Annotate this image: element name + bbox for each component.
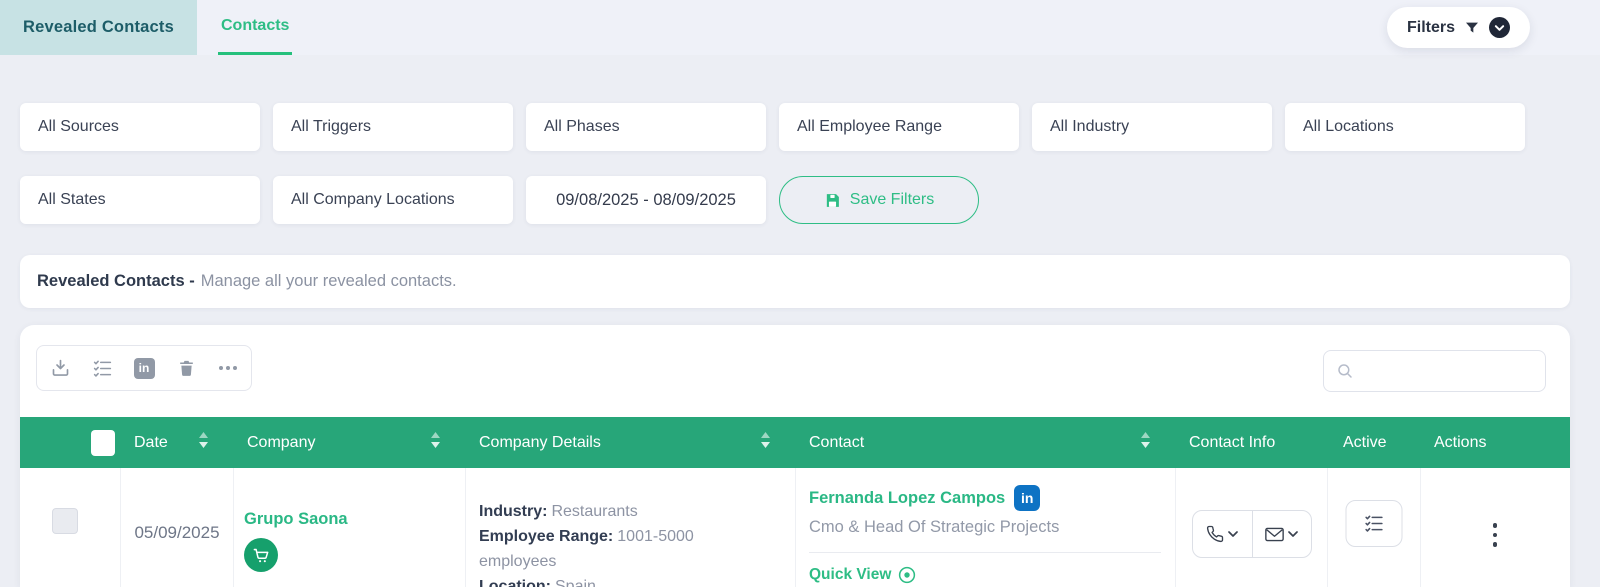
- column-label-active: Active: [1343, 433, 1387, 451]
- quick-view-link[interactable]: Quick View: [809, 566, 1175, 584]
- contacts-table-card: in: [20, 325, 1570, 587]
- filter-all-industry-label: All Industry: [1050, 118, 1130, 135]
- filter-all-states[interactable]: All States: [20, 176, 260, 224]
- filter-all-triggers-label: All Triggers: [291, 118, 372, 135]
- tab-bar: Revealed Contacts Contacts Filters: [0, 0, 1600, 55]
- table-header: Date Company Company Details Contact: [20, 417, 1570, 468]
- column-label-contact-info: Contact Info: [1189, 433, 1276, 451]
- detail-location: Location: Spain: [479, 578, 596, 587]
- contact-name-link[interactable]: Fernanda Lopez Campos: [809, 488, 1006, 507]
- row-checkbox[interactable]: [52, 508, 78, 534]
- filter-all-employee-range-label: All Employee Range: [797, 118, 942, 135]
- contact-job-title: Cmo & Head Of Strategic Projects: [809, 518, 1060, 536]
- kebab-icon: [1492, 523, 1498, 528]
- download-button[interactable]: [39, 346, 81, 390]
- column-header-date[interactable]: Date: [120, 417, 233, 468]
- tab-contacts-label: Contacts: [221, 17, 290, 34]
- chevron-down-icon: [1288, 530, 1298, 538]
- linkedin-icon: in: [133, 357, 155, 379]
- active-lists-button[interactable]: [1345, 500, 1403, 547]
- download-icon: [50, 358, 71, 379]
- column-label-contact: Contact: [809, 433, 865, 451]
- row-actions-menu-button[interactable]: [1477, 515, 1513, 555]
- checklist-icon: [92, 358, 113, 379]
- phone-icon: [1206, 525, 1224, 543]
- info-banner: Revealed Contacts - Manage all your reve…: [20, 255, 1570, 308]
- filter-all-sources[interactable]: All Sources: [20, 103, 260, 151]
- filter-row-1: All Sources All Triggers All Phases All …: [20, 103, 1525, 151]
- table-toolbar: in: [36, 345, 252, 391]
- filter-all-triggers[interactable]: All Triggers: [273, 103, 513, 151]
- tab-revealed-contacts-label: Revealed Contacts: [22, 18, 175, 36]
- filter-all-phases[interactable]: All Phases: [526, 103, 766, 151]
- filter-all-industry[interactable]: All Industry: [1032, 103, 1272, 151]
- linkedin-export-button[interactable]: in: [123, 346, 165, 390]
- column-header-active: Active: [1327, 417, 1420, 468]
- filter-all-sources-label: All Sources: [38, 118, 119, 135]
- search-icon: [1324, 362, 1354, 380]
- save-icon: [824, 192, 841, 209]
- delete-button[interactable]: [165, 346, 207, 390]
- more-actions-button[interactable]: [207, 346, 249, 390]
- quick-view-label: Quick View: [809, 566, 892, 583]
- info-banner-description: Manage all your revealed contacts.: [200, 272, 457, 290]
- search-input[interactable]: [1354, 351, 1570, 391]
- sort-icon[interactable]: [1141, 432, 1150, 453]
- sort-icon[interactable]: [199, 432, 208, 453]
- chevron-down-icon: [1228, 530, 1238, 538]
- table-search: [1323, 350, 1570, 392]
- more-icon: [218, 365, 238, 371]
- sort-icon[interactable]: [761, 432, 770, 453]
- checklist-icon: [1364, 513, 1385, 534]
- column-label-date: Date: [134, 433, 168, 451]
- filters-button[interactable]: Filters: [1386, 7, 1530, 48]
- cart-badge[interactable]: [244, 538, 278, 572]
- email-dropdown-button[interactable]: [1251, 511, 1311, 557]
- filter-all-employee-range[interactable]: All Employee Range: [779, 103, 1019, 151]
- cart-icon: [252, 546, 271, 565]
- save-filters-label: Save Filters: [849, 191, 935, 208]
- filter-all-states-label: All States: [38, 191, 106, 208]
- phone-dropdown-button[interactable]: [1193, 511, 1252, 557]
- column-header-contact-info: Contact Info: [1175, 417, 1327, 468]
- date-range-value: 09/08/2025 - 08/09/2025: [556, 190, 736, 209]
- bulk-list-button[interactable]: [81, 346, 123, 390]
- column-label-company-details: Company Details: [479, 433, 601, 451]
- chevron-down-circle-icon: [1489, 17, 1510, 38]
- contact-divider: [809, 552, 1161, 553]
- tab-revealed-contacts[interactable]: Revealed Contacts: [0, 0, 197, 55]
- column-label-company: Company: [247, 433, 316, 451]
- column-header-company[interactable]: Company: [233, 417, 465, 468]
- column-label-actions: Actions: [1434, 433, 1487, 451]
- detail-employee-range: Employee Range: 1001-5000 employees: [479, 528, 694, 570]
- row-date: 05/09/2025: [134, 523, 220, 542]
- detail-industry: Industry: Restaurants: [479, 503, 638, 520]
- eye-icon: [898, 566, 916, 584]
- company-name-link[interactable]: Grupo Saona: [244, 510, 348, 528]
- filter-all-locations-label: All Locations: [1303, 118, 1394, 135]
- contact-info-buttons: [1191, 510, 1312, 558]
- company-details: Industry: Restaurants Employee Range: 1001…: [479, 499, 764, 587]
- column-header-actions: Actions: [1420, 417, 1570, 468]
- filter-all-phases-label: All Phases: [544, 118, 620, 135]
- filter-all-locations[interactable]: All Locations: [1285, 103, 1525, 151]
- contact-linkedin-icon[interactable]: in: [1014, 485, 1041, 511]
- info-banner-title: Revealed Contacts -: [37, 272, 195, 290]
- filter-all-company-locations[interactable]: All Company Locations: [273, 176, 513, 224]
- envelope-icon: [1265, 527, 1284, 542]
- table-row: 05/09/2025 Grupo Saona Industry: Re: [20, 468, 1570, 587]
- select-all-checkbox[interactable]: [91, 429, 115, 456]
- trash-icon: [177, 358, 196, 378]
- tab-contacts[interactable]: Contacts: [218, 0, 293, 55]
- filters-button-label: Filters: [1406, 18, 1455, 36]
- funnel-icon: [1464, 20, 1480, 36]
- sort-icon[interactable]: [431, 432, 440, 453]
- save-filters-button[interactable]: Save Filters: [779, 176, 979, 224]
- column-header-contact[interactable]: Contact: [795, 417, 1175, 468]
- column-header-company-details[interactable]: Company Details: [465, 417, 795, 468]
- filter-all-company-locations-label: All Company Locations: [291, 191, 455, 208]
- date-range-picker[interactable]: 09/08/2025 - 08/09/2025: [526, 176, 766, 224]
- filter-row-2: All States All Company Locations 09/08/2…: [20, 176, 979, 224]
